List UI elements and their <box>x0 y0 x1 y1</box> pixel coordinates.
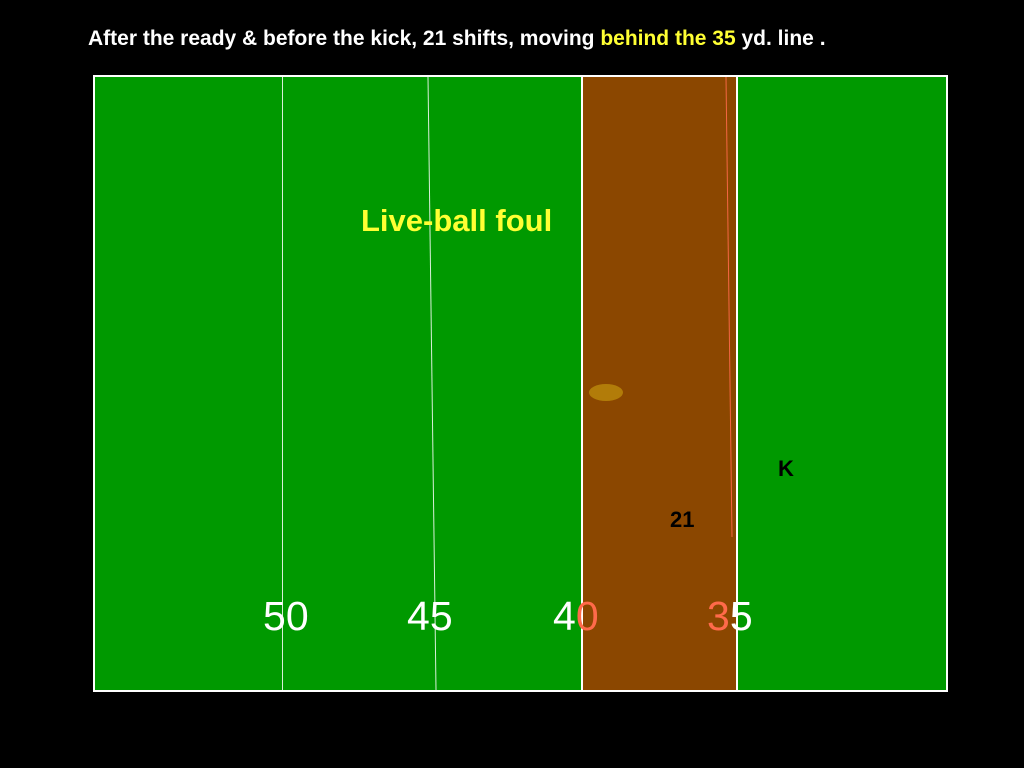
yard-number-45-second: 5 <box>429 593 453 639</box>
yard-number-45: 45 <box>407 593 453 640</box>
foul-label: Live-ball foul <box>361 203 553 238</box>
yard-number-40-first: 4 <box>553 593 576 639</box>
football-field: Live-ball foul 21 K 50 45 40 35 <box>93 75 948 692</box>
yard-number-50-second: 0 <box>285 593 309 639</box>
yard-number-35: 35 <box>707 593 753 640</box>
title-prefix: After the ready & before the kick, 21 sh… <box>88 27 601 50</box>
player-kicker: K <box>778 456 794 481</box>
shift-zone <box>581 77 738 690</box>
title-highlight: behind the 35 <box>600 27 736 50</box>
yard-number-50: 50 <box>263 593 309 640</box>
yard-line-50 <box>282 77 283 690</box>
title-suffix: yd. line . <box>735 27 826 50</box>
slide-title: After the ready & before the kick, 21 sh… <box>88 27 826 51</box>
yard-number-35-first: 3 <box>707 593 730 639</box>
field-lines <box>427 77 733 690</box>
football-icon <box>589 384 623 401</box>
yard-number-50-first: 5 <box>263 593 286 639</box>
yard-number-40-second: 0 <box>575 593 599 639</box>
yard-number-35-second: 5 <box>729 593 753 639</box>
player-21: 21 <box>670 507 695 532</box>
yard-line-45 <box>427 77 437 690</box>
yard-number-45-first: 4 <box>407 593 430 639</box>
shift-path-line <box>725 77 733 538</box>
yard-number-40: 40 <box>553 593 599 640</box>
